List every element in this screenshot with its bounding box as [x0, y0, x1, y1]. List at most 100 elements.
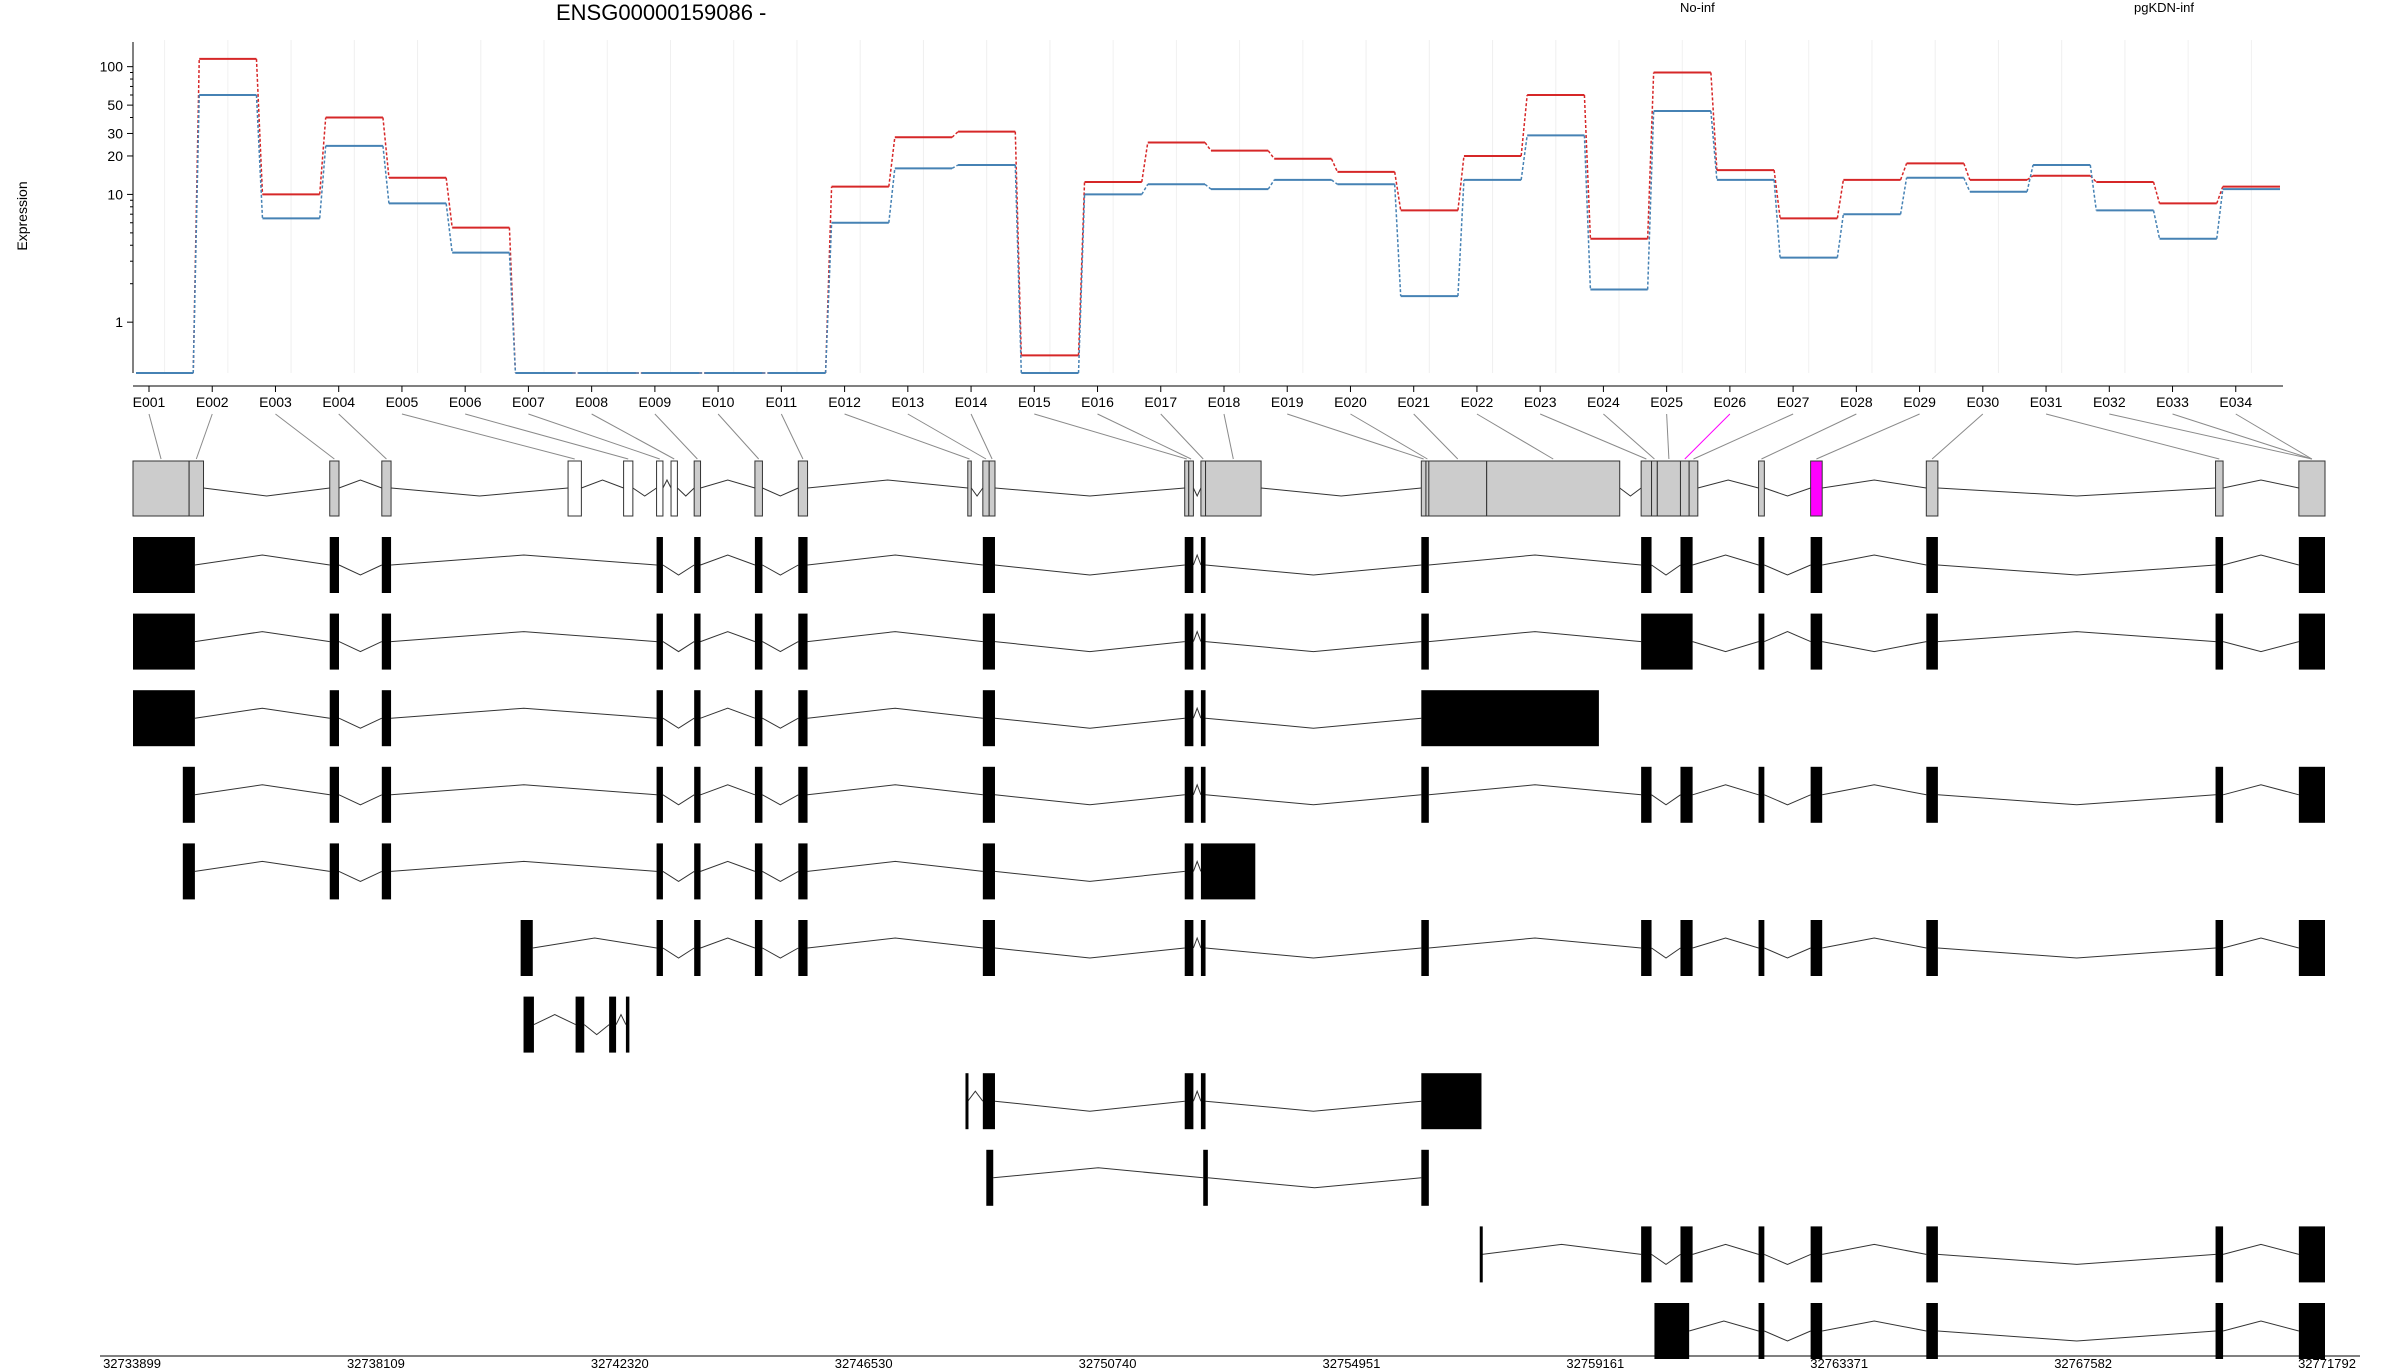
- transcript-5-exon-4: [656, 843, 663, 900]
- transcript-1-exon-9: [1184, 537, 1194, 593]
- intron-e027: [1697, 479, 1759, 489]
- intron-e022: [1619, 487, 1642, 497]
- exon-bin-e026: [1679, 460, 1690, 517]
- transcript-3-intron-7: [807, 707, 983, 719]
- intron-e008: [677, 487, 695, 497]
- transcript-6-exon-10: [1641, 920, 1652, 976]
- transcript-3-intron-6: [762, 717, 799, 729]
- transcript-8-intron-4: [1205, 1100, 1422, 1112]
- transcript-10-intron-6: [1937, 1253, 2216, 1265]
- x-tick-label-e025: E025: [1650, 394, 1683, 410]
- transcript-3-exon-2: [329, 690, 339, 747]
- x-tick-label-e020: E020: [1334, 394, 1367, 410]
- transcript-2-intron-1: [194, 631, 330, 643]
- transcript-10-exon-6: [1926, 1226, 1938, 1283]
- transcript-2-intron-4: [662, 641, 695, 653]
- transcript-4-exon-10: [1200, 766, 1206, 823]
- connector-no-inf-30: [2026, 175, 2034, 181]
- transcript-4-intron-11: [1428, 784, 1642, 796]
- connector-no-inf-26: [1773, 170, 1781, 219]
- transcript-6-intron-15: [2222, 937, 2299, 949]
- transcript-2-exon-17: [2298, 613, 2325, 670]
- transcript-1-intron-7: [807, 554, 983, 566]
- transcript-11-intron-2: [1764, 1330, 1811, 1342]
- transcript-3-intron-10: [1205, 717, 1422, 729]
- x-tick-label-e029: E029: [1903, 394, 1936, 410]
- exon-connector-e012: [844, 413, 970, 460]
- transcript-3-exon-4: [656, 690, 663, 747]
- transcript-1-intron-11: [1428, 554, 1642, 566]
- connector-pgkdn-inf-28: [1899, 177, 1908, 215]
- x-tick-label-e006: E006: [449, 394, 482, 410]
- x-tick-label-e032: E032: [2093, 394, 2126, 410]
- connector-pgkdn-inf-26: [1773, 179, 1781, 258]
- transcript-7-intron-3: [615, 1013, 627, 1025]
- x-tick-label-e027: E027: [1777, 394, 1810, 410]
- transcript-6-intron-10: [1651, 947, 1681, 959]
- exon-connector-e020: [1350, 413, 1428, 460]
- transcript-2-intron-13: [1764, 631, 1811, 643]
- transcript-4-intron-15: [1822, 784, 1927, 796]
- transcript-4-exon-18: [2298, 766, 2325, 823]
- transcript-1-exon-18: [2298, 537, 2325, 593]
- transcript-1-intron-17: [2222, 554, 2299, 566]
- transcript-4-intron-8: [994, 794, 1185, 806]
- transcript-10-intron-2: [1651, 1253, 1681, 1266]
- transcript-4-exon-2: [329, 766, 339, 823]
- intron-e028: [1764, 487, 1811, 497]
- intron-e011: [807, 479, 968, 489]
- exon-bin-e029: [1810, 460, 1823, 517]
- exon-bin-e017: [1200, 460, 1207, 517]
- transcript-3-exon-5: [694, 690, 701, 747]
- transcript-11-intron-4: [1937, 1330, 2216, 1342]
- connector-no-inf-27: [1836, 179, 1845, 219]
- exon-bin-e025: [1656, 460, 1681, 517]
- transcript-2-exon-7: [798, 613, 808, 670]
- intron-e018: [1261, 487, 1422, 497]
- exon-connector-e017: [1160, 413, 1204, 460]
- connector-pgkdn-inf-2: [255, 94, 264, 219]
- exon-connector-e005: [401, 413, 575, 460]
- transcript-2-intron-12: [1692, 641, 1759, 653]
- genomic-tick-label-3: 32742320: [591, 1356, 649, 1370]
- transcript-2-exon-12: [1641, 613, 1693, 670]
- transcript-1-exon-17: [2215, 537, 2224, 593]
- x-tick-label-e007: E007: [512, 394, 545, 410]
- connector-no-inf-18: [1267, 150, 1275, 160]
- exon-connector-e003: [275, 413, 335, 460]
- x-tick-label-e001: E001: [133, 394, 166, 410]
- connector-pgkdn-inf-19: [1331, 179, 1338, 185]
- exon-bin-e023: [1640, 460, 1653, 517]
- transcript-2-exon-8: [982, 613, 995, 670]
- exon-bin-e022: [1486, 460, 1621, 517]
- transcript-6-exon-5: [798, 920, 808, 976]
- connector-pgkdn-inf-21: [1457, 179, 1465, 297]
- transcript-2-exon-14: [1810, 613, 1823, 670]
- transcript-3-exon-8: [982, 690, 995, 747]
- transcript-6-intron-4: [762, 947, 799, 959]
- intron-e007: [662, 478, 672, 489]
- transcript-3-intron-1: [194, 707, 330, 719]
- x-tick-label-e009: E009: [639, 394, 672, 410]
- vertical-gridlines: [164, 40, 2252, 373]
- transcript-7: [523, 996, 630, 1053]
- transcript-5-intron-5: [700, 860, 756, 872]
- exon-connector-e029: [1816, 413, 1920, 460]
- connector-no-inf-33: [2216, 186, 2224, 204]
- legend-item-pgkdn-inf: pgKDN-inf: [2134, 0, 2194, 15]
- transcript-6-exon-7: [1184, 920, 1194, 976]
- transcript-5-intron-1: [194, 860, 330, 872]
- gene-model: [132, 460, 2326, 517]
- connector-no-inf-4: [382, 117, 390, 178]
- exon-bin-e012: [967, 460, 972, 517]
- transcript-10-intron-3: [1692, 1243, 1759, 1255]
- x-tick-label-e024: E024: [1587, 394, 1620, 410]
- genomic-tick-label-6: 32754951: [1323, 1356, 1381, 1370]
- y-tick-label-10: 10: [107, 186, 123, 202]
- transcript-10-exon-4: [1758, 1226, 1765, 1283]
- transcript-1-intron-2: [338, 564, 383, 576]
- transcript-1-intron-5: [700, 554, 756, 566]
- y-tick-label-100: 100: [100, 59, 124, 75]
- x-tick-label-e004: E004: [322, 394, 355, 410]
- exon-connector-e031: [2045, 413, 2220, 460]
